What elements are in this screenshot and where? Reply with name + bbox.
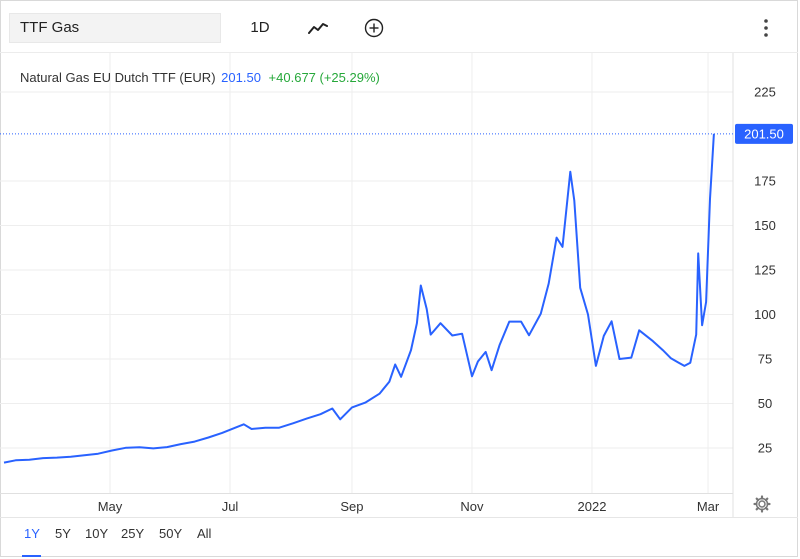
x-tick-label: Jul xyxy=(222,499,239,514)
range-button-50y[interactable]: 50Y xyxy=(159,526,183,541)
price-axis: 25 50 75 100 125 150 175 225 xyxy=(754,85,776,456)
y-tick-label: 25 xyxy=(758,441,772,456)
last-price-tag: 201.50 xyxy=(735,123,793,144)
y-tick-label: 75 xyxy=(758,352,772,367)
gear-icon[interactable] xyxy=(752,494,772,514)
x-tick-label: May xyxy=(98,499,123,514)
range-button-1y[interactable]: 1Y xyxy=(24,526,40,541)
range-button-all[interactable]: All xyxy=(197,526,212,541)
active-range-indicator xyxy=(22,555,41,557)
symbol-search-input[interactable]: TTF Gas xyxy=(9,13,221,43)
chart-toolbar: TTF Gas 1D xyxy=(0,0,800,52)
y-tick-label: 150 xyxy=(754,218,776,233)
y-tick-label: 50 xyxy=(758,396,772,411)
range-selector: 1Y 5Y 10Y 25Y 50Y All xyxy=(0,517,798,558)
x-tick-label: 2022 xyxy=(578,499,607,514)
toolbar-divider xyxy=(0,52,798,53)
x-tick-label: Nov xyxy=(460,499,484,514)
legend-symbol-name: Natural Gas EU Dutch TTF (EUR) xyxy=(20,70,216,85)
svg-text:201.50: 201.50 xyxy=(744,126,784,141)
legend-last-price: 201.50 xyxy=(221,70,261,85)
y-tick-label: 225 xyxy=(754,85,776,100)
y-tick-label: 125 xyxy=(754,263,776,278)
legend-change: +40.677 (+25.29%) xyxy=(268,70,380,85)
add-indicator-button[interactable] xyxy=(360,13,388,43)
series-legend: Natural Gas EU Dutch TTF (EUR) 201.50 +4… xyxy=(20,70,380,85)
series-line xyxy=(3,133,715,464)
x-tick-label: Mar xyxy=(697,499,720,514)
range-button-5y[interactable]: 5Y xyxy=(55,526,71,541)
line-chart-icon xyxy=(308,23,328,34)
grid-lines xyxy=(0,53,733,493)
y-tick-label: 175 xyxy=(754,174,776,189)
chart-style-button[interactable] xyxy=(303,13,333,43)
vertical-dots-icon xyxy=(764,19,768,37)
plus-circle-icon xyxy=(364,18,384,38)
more-menu-button[interactable] xyxy=(754,13,778,43)
interval-button[interactable]: 1D xyxy=(250,19,270,36)
range-button-10y[interactable]: 10Y xyxy=(85,526,109,541)
range-button-25y[interactable]: 25Y xyxy=(121,526,145,541)
x-tick-label: Sep xyxy=(340,499,363,514)
time-axis: May Jul Sep Nov 2022 Mar xyxy=(98,499,720,514)
y-tick-label: 100 xyxy=(754,307,776,322)
